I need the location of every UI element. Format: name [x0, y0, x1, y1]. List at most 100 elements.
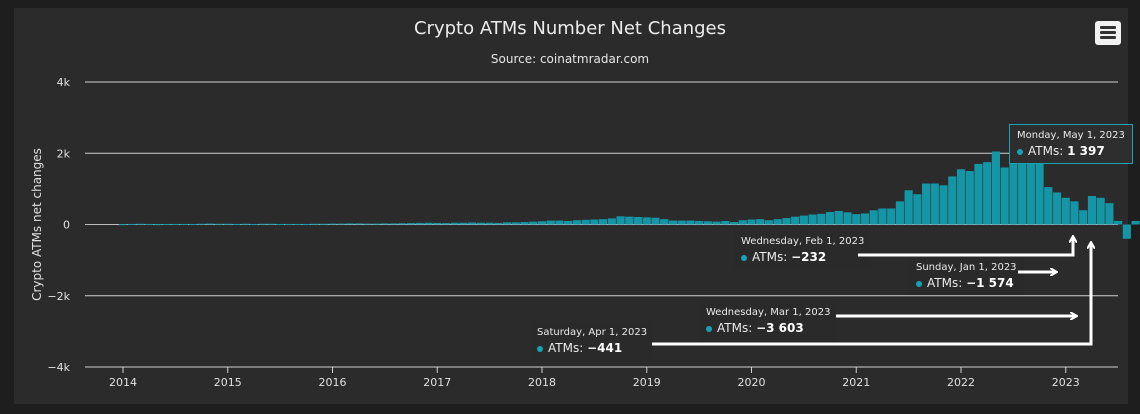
- bar: [991, 151, 1000, 225]
- bar: [895, 201, 904, 225]
- tooltip-label: ATMs:: [717, 321, 753, 335]
- tooltip-date: Wednesday, Feb 1, 2023: [741, 236, 865, 247]
- bar: [328, 223, 337, 225]
- bar: [372, 223, 381, 225]
- bar: [1096, 197, 1105, 225]
- bar: [310, 223, 320, 225]
- x-tick-label: 2014: [109, 376, 137, 389]
- bar: [145, 223, 154, 225]
- bar: [153, 224, 162, 226]
- bar: [258, 223, 267, 225]
- bar: [773, 219, 782, 225]
- bar: [441, 223, 451, 225]
- tooltip-date: Monday, May 1, 2023: [1017, 130, 1125, 141]
- bar: [284, 223, 293, 225]
- bar: [302, 223, 311, 225]
- series-dot-icon: [537, 345, 543, 352]
- bar: [564, 220, 573, 225]
- bar: [738, 220, 747, 225]
- tooltip-date: Sunday, Jan 1, 2023: [916, 262, 1017, 273]
- menu-line: [1100, 26, 1116, 29]
- tooltip-jan-2023: Sunday, Jan 1, 2023 ATMs: −1 574: [909, 257, 1024, 295]
- bar: [136, 223, 145, 225]
- y-tick-label: 4k: [57, 76, 71, 89]
- tooltip-label: ATMs:: [927, 276, 963, 290]
- bar: [1079, 210, 1088, 225]
- bar: [852, 214, 861, 225]
- bar: [537, 221, 547, 225]
- bar: [267, 223, 276, 225]
- menu-line: [1100, 31, 1116, 34]
- bar: [695, 220, 704, 225]
- hamburger-menu-icon[interactable]: [1095, 21, 1121, 45]
- y-tick-label: −4k: [47, 361, 70, 374]
- bar: [380, 223, 389, 225]
- bar: [241, 223, 250, 225]
- bar: [520, 222, 529, 225]
- tooltip-value: 1 397: [1067, 144, 1105, 158]
- bar: [407, 223, 416, 225]
- bar: [764, 220, 774, 225]
- bar: [1018, 153, 1027, 225]
- bar: [162, 223, 171, 225]
- bar: [529, 221, 538, 225]
- tooltip-mar-2023: Wednesday, Mar 1, 2023 ATMs: −3 603: [699, 302, 838, 340]
- bar: [1052, 192, 1062, 225]
- bar: [214, 223, 224, 225]
- bar: [223, 223, 232, 225]
- tooltip-value: −441: [587, 341, 623, 355]
- menu-line: [1100, 36, 1116, 39]
- bar: [834, 210, 843, 225]
- bar: [826, 212, 835, 225]
- bar: [729, 222, 739, 225]
- bar: [1026, 155, 1035, 225]
- tooltip-apr-2023: Saturday, Apr 1, 2023 ATMs: −441: [530, 322, 655, 360]
- tooltip-date: Wednesday, Mar 1, 2023: [706, 307, 831, 318]
- x-tick-label: 2021: [842, 376, 870, 389]
- bar: [686, 220, 695, 225]
- tooltip-date: Saturday, Apr 1, 2023: [537, 327, 648, 338]
- x-tick-label: 2016: [319, 376, 347, 389]
- x-tick-label: 2022: [947, 376, 975, 389]
- bar: [860, 213, 870, 225]
- bar: [747, 219, 756, 225]
- y-tick-label: 2k: [57, 147, 71, 160]
- bar: [660, 219, 669, 225]
- bar: [922, 183, 931, 225]
- bar: [930, 183, 939, 225]
- x-tick-label: 2015: [214, 376, 242, 389]
- x-tick-label: 2019: [633, 376, 661, 389]
- bar: [1114, 220, 1123, 225]
- bar: [572, 220, 581, 225]
- bar: [389, 223, 398, 225]
- bar: [843, 212, 852, 225]
- bar: [1035, 162, 1044, 225]
- bar: [1070, 201, 1079, 225]
- bar: [511, 222, 520, 225]
- tooltip-value: −232: [791, 250, 827, 264]
- bar: [1044, 187, 1053, 225]
- tooltip-label: ATMs:: [548, 341, 584, 355]
- bar: [494, 222, 503, 225]
- bar: [712, 221, 721, 225]
- bar: [476, 222, 485, 225]
- bar: [337, 223, 346, 225]
- x-tick-label: 2020: [738, 376, 766, 389]
- bar: [1000, 167, 1009, 225]
- bar: [1105, 203, 1114, 225]
- bar: [354, 223, 363, 225]
- bar: [590, 219, 599, 225]
- tooltip-feb-2023: Wednesday, Feb 1, 2023 ATMs: −232: [734, 231, 872, 269]
- bar: [485, 222, 494, 225]
- bar: [398, 223, 407, 225]
- bar: [433, 222, 442, 225]
- bar: [546, 220, 555, 225]
- bar: [625, 216, 634, 225]
- bar: [633, 217, 643, 225]
- y-tick-label: −2k: [47, 290, 70, 303]
- bar: [180, 223, 189, 225]
- bar: [721, 220, 730, 225]
- bar: [904, 190, 913, 225]
- tooltip-value: −1 574: [966, 276, 1014, 290]
- tooltip-label: ATMs:: [1028, 144, 1064, 158]
